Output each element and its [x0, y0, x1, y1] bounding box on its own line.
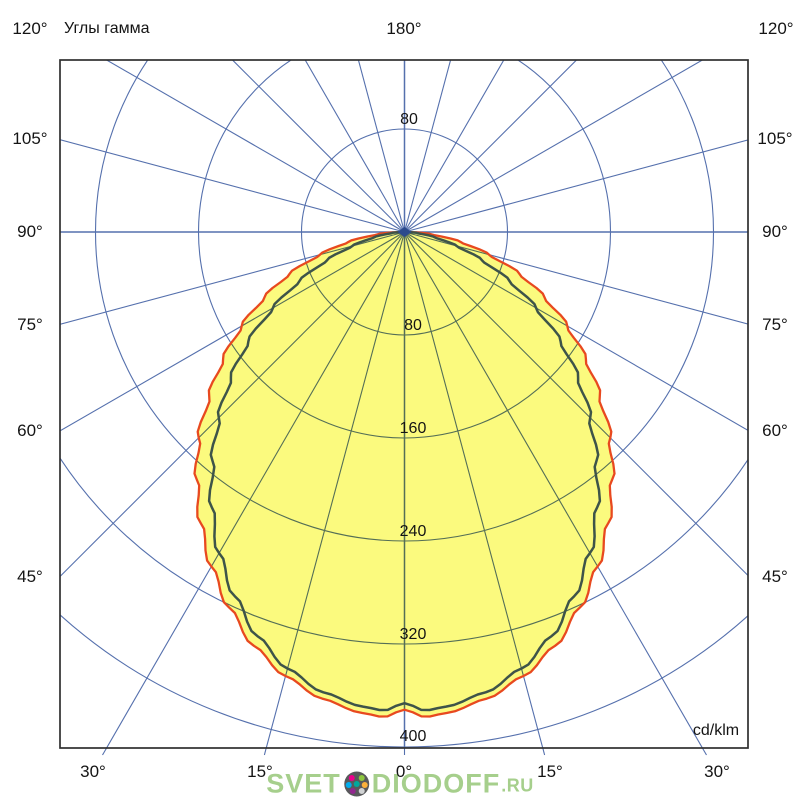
watermark-text-middle: DIODOFF: [371, 768, 501, 799]
watermark-text-suffix: .RU: [501, 775, 534, 796]
beam-lobe-fill: [194, 232, 615, 717]
outer-intensity-curve: [193, 230, 616, 718]
inner-intensity-curve: [207, 230, 602, 712]
plot-frame: [59, 59, 749, 749]
watermark: SVET DIODOFF .RU: [266, 769, 534, 800]
chart-title: Углы гамма: [64, 20, 150, 37]
units-label: cd/klm: [692, 722, 740, 739]
bottom-axis-ticks: [102, 747, 707, 756]
pole-marker: [397, 227, 412, 237]
watermark-logo-icon: [343, 771, 369, 797]
watermark-text-prefix: SVET: [266, 768, 341, 799]
